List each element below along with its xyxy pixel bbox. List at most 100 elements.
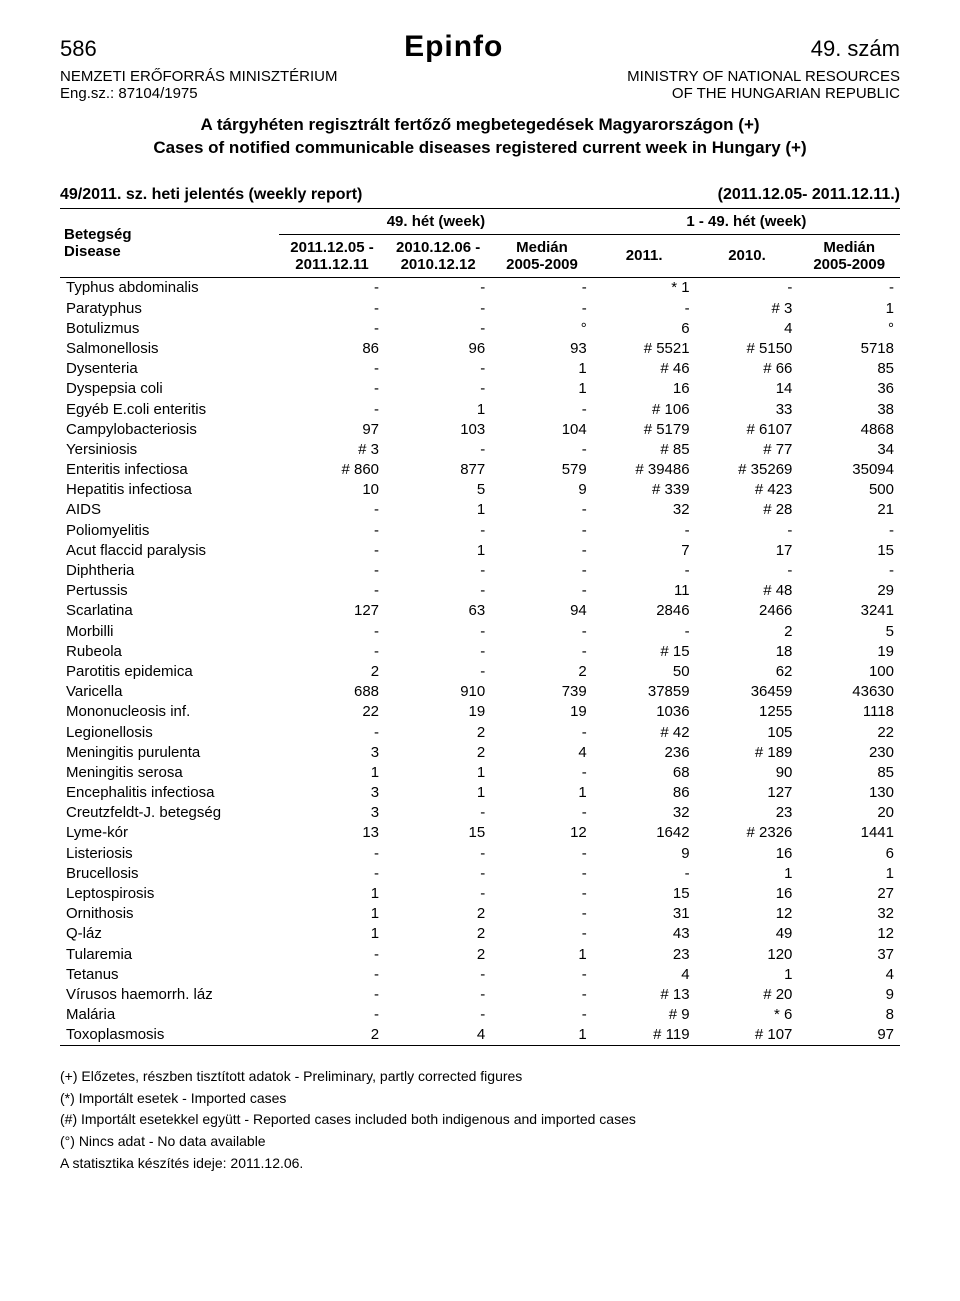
table-row: Tularemia-212312037 [60, 944, 900, 964]
table-row: Listeriosis---9166 [60, 843, 900, 863]
disease-name: Tetanus [60, 964, 279, 984]
cell-value: - [491, 298, 593, 318]
cell-value: 1441 [798, 823, 900, 843]
cell-value: 130 [798, 783, 900, 803]
cell-value: 1 [385, 762, 491, 782]
cell-value: 3 [279, 803, 385, 823]
cell-value: 1 [491, 379, 593, 399]
cell-value: # 339 [593, 480, 696, 500]
cell-value: 2 [385, 722, 491, 742]
disease-name: Botulizmus [60, 318, 279, 338]
cell-value: 31 [593, 904, 696, 924]
disease-name: Brucellosis [60, 863, 279, 883]
col-3: Medián 2005-2009 [491, 234, 593, 277]
disease-name: Morbilli [60, 621, 279, 641]
report-line: 49/2011. sz. heti jelentés (weekly repor… [60, 186, 900, 204]
data-table-wrap: Betegség Disease 49. hét (week) 1 - 49. … [60, 208, 900, 1046]
cell-value: 6 [593, 318, 696, 338]
cell-value: * 6 [696, 1005, 799, 1025]
cell-value: - [279, 581, 385, 601]
table-row: Leptospirosis1--151627 [60, 884, 900, 904]
cell-value: - [696, 561, 799, 581]
title-hu: A tárgyhéten regisztrált fertőző megbete… [60, 114, 900, 137]
cell-value: - [385, 359, 491, 379]
disease-name: Yersiniosis [60, 439, 279, 459]
cell-value: 35094 [798, 460, 900, 480]
table-row: AIDS-1-32# 2821 [60, 500, 900, 520]
cell-value: 18 [696, 641, 799, 661]
cell-value: 50 [593, 661, 696, 681]
cell-value: # 28 [696, 500, 799, 520]
cell-value: # 107 [696, 1025, 799, 1045]
cell-value: 16 [593, 379, 696, 399]
cell-value: 877 [385, 460, 491, 480]
cell-value: - [593, 561, 696, 581]
cell-value: - [385, 803, 491, 823]
cell-value: - [593, 298, 696, 318]
cell-value: 1255 [696, 702, 799, 722]
disease-name: Acut flaccid paralysis [60, 540, 279, 560]
cell-value: 2466 [696, 601, 799, 621]
disease-name: Dyspepsia coli [60, 379, 279, 399]
cell-value: 2 [385, 944, 491, 964]
table-row: Encephalitis infectiosa31186127130 [60, 783, 900, 803]
cell-value: 2 [385, 904, 491, 924]
cell-value: - [491, 843, 593, 863]
cell-value: 27 [798, 884, 900, 904]
disease-name: Creutzfeldt-J. betegség [60, 803, 279, 823]
disease-name: AIDS [60, 500, 279, 520]
cell-value: 9 [491, 480, 593, 500]
cell-value: 32 [593, 500, 696, 520]
cell-value: - [385, 439, 491, 459]
disease-label-top: Betegség [64, 226, 132, 243]
cell-value: 1 [385, 500, 491, 520]
table-row: Meningitis purulenta324236# 189230 [60, 742, 900, 762]
cell-value: - [491, 904, 593, 924]
disease-name: Leptospirosis [60, 884, 279, 904]
cell-value: - [696, 520, 799, 540]
cell-value: - [385, 581, 491, 601]
cell-value: # 9 [593, 1005, 696, 1025]
cell-value: 2 [385, 924, 491, 944]
cell-value: 3 [279, 783, 385, 803]
cell-value: - [491, 884, 593, 904]
cell-value: 688 [279, 682, 385, 702]
cell-value: - [593, 520, 696, 540]
cell-value: 20 [798, 803, 900, 823]
disease-name: Paratyphus [60, 298, 279, 318]
cell-value: 12 [798, 924, 900, 944]
cell-value: - [491, 863, 593, 883]
disease-name: Legionellosis [60, 722, 279, 742]
cell-value: 97 [798, 1025, 900, 1045]
cell-value: 3241 [798, 601, 900, 621]
engsz-number: Eng.sz.: 87104/1975 [60, 85, 338, 102]
cell-value: 127 [696, 783, 799, 803]
cell-value: 23 [696, 803, 799, 823]
cell-value: 16 [696, 884, 799, 904]
table-row: Diphtheria------ [60, 561, 900, 581]
cell-value: # 3 [696, 298, 799, 318]
cell-value: 85 [798, 762, 900, 782]
cell-value: - [385, 843, 491, 863]
table-row: Parotitis epidemica2-25062100 [60, 661, 900, 681]
cell-value: 1036 [593, 702, 696, 722]
cell-value: - [279, 1005, 385, 1025]
cell-value: - [279, 561, 385, 581]
cell-value: - [279, 399, 385, 419]
title-en: Cases of notified communicable diseases … [60, 137, 900, 160]
cell-value: 1 [385, 399, 491, 419]
cell-value: 94 [491, 601, 593, 621]
cell-value: - [279, 520, 385, 540]
disease-name: Parotitis epidemica [60, 661, 279, 681]
cell-value: 96 [385, 338, 491, 358]
cell-value: 5718 [798, 338, 900, 358]
table-head: Betegség Disease 49. hét (week) 1 - 49. … [60, 209, 900, 278]
cell-value: 1118 [798, 702, 900, 722]
cell-value: - [491, 762, 593, 782]
cell-value: 19 [798, 641, 900, 661]
cell-value: 1 [491, 944, 593, 964]
cell-value: 2 [279, 1025, 385, 1045]
cell-value: - [385, 641, 491, 661]
cell-value: - [491, 561, 593, 581]
cell-value: # 48 [696, 581, 799, 601]
